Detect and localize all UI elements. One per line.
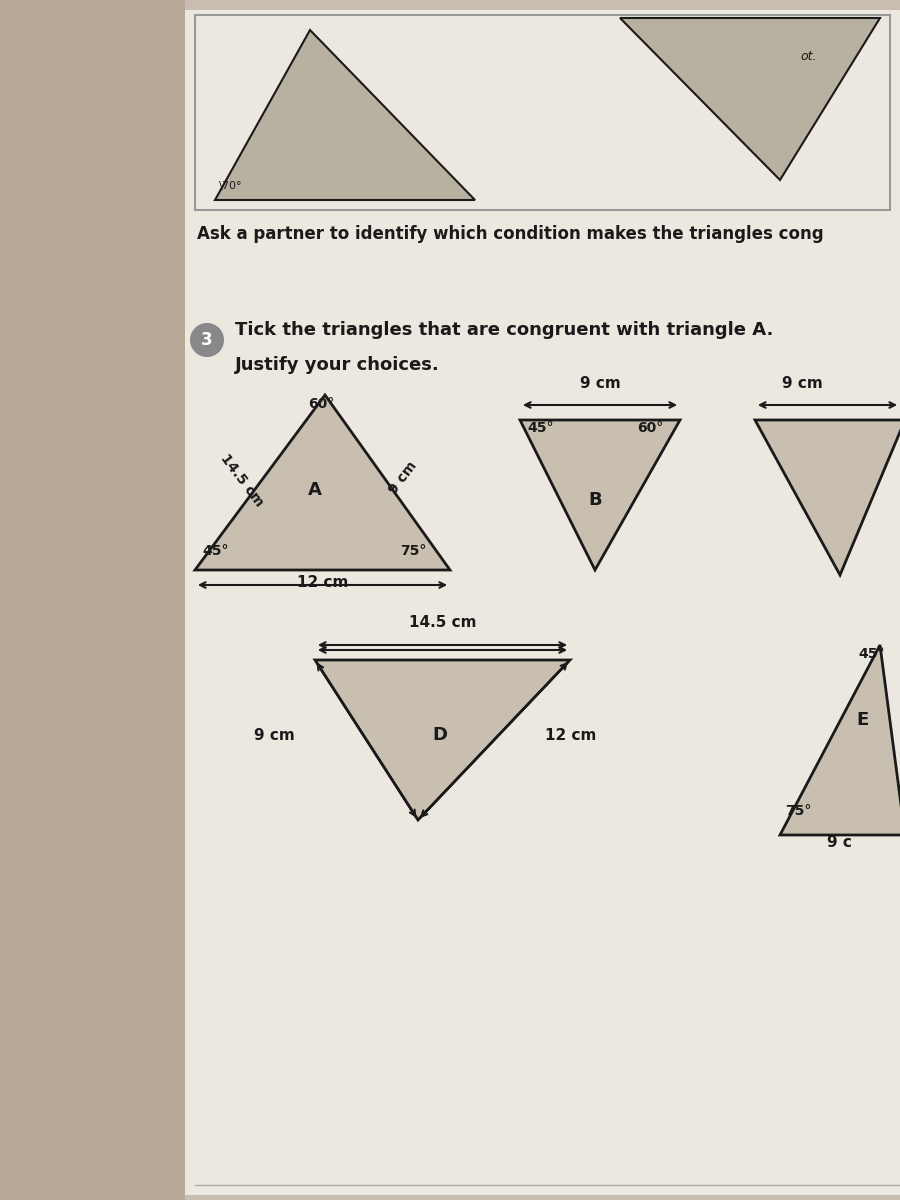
Bar <box>185 0 900 1200</box>
Text: 12 cm: 12 cm <box>545 728 597 743</box>
Text: A: A <box>308 481 322 499</box>
Bar <box>185 10 900 1195</box>
Bar <box>0 0 185 1200</box>
Text: Justify your choices.: Justify your choices. <box>235 356 440 374</box>
Text: ot.: ot. <box>800 50 816 62</box>
Text: B: B <box>589 491 602 509</box>
Text: 45°: 45° <box>202 544 229 558</box>
Text: 45°: 45° <box>527 421 554 434</box>
Polygon shape <box>520 420 680 570</box>
Text: 14.5 cm: 14.5 cm <box>409 614 476 630</box>
Text: 75°: 75° <box>785 804 812 818</box>
Text: 9 cm: 9 cm <box>580 376 620 391</box>
Text: 60°: 60° <box>637 421 663 434</box>
Text: 14.5 cm: 14.5 cm <box>218 451 266 509</box>
Text: Ask a partner to identify which condition makes the triangles cong: Ask a partner to identify which conditio… <box>197 226 824 242</box>
Text: 9 cm: 9 cm <box>254 728 295 743</box>
Polygon shape <box>755 420 900 575</box>
Text: 45°: 45° <box>858 647 885 661</box>
Text: $\backslash$70°: $\backslash$70° <box>218 179 242 192</box>
Text: 9 cm: 9 cm <box>782 376 823 391</box>
Text: 9 c: 9 c <box>827 835 852 850</box>
Text: 12 cm: 12 cm <box>297 575 348 590</box>
Polygon shape <box>620 18 880 180</box>
Text: E: E <box>856 710 868 728</box>
Polygon shape <box>315 660 570 820</box>
Polygon shape <box>195 395 450 570</box>
Text: Tick the triangles that are congruent with triangle A.: Tick the triangles that are congruent wi… <box>235 320 773 338</box>
Bar <box>195 14 890 210</box>
Text: 3: 3 <box>202 331 212 349</box>
Polygon shape <box>215 30 475 200</box>
Polygon shape <box>780 646 900 835</box>
Text: 75°: 75° <box>400 544 427 558</box>
Text: D: D <box>433 726 447 744</box>
Circle shape <box>190 323 224 358</box>
Text: 9 cm: 9 cm <box>386 458 419 497</box>
Text: 60°: 60° <box>308 397 334 410</box>
